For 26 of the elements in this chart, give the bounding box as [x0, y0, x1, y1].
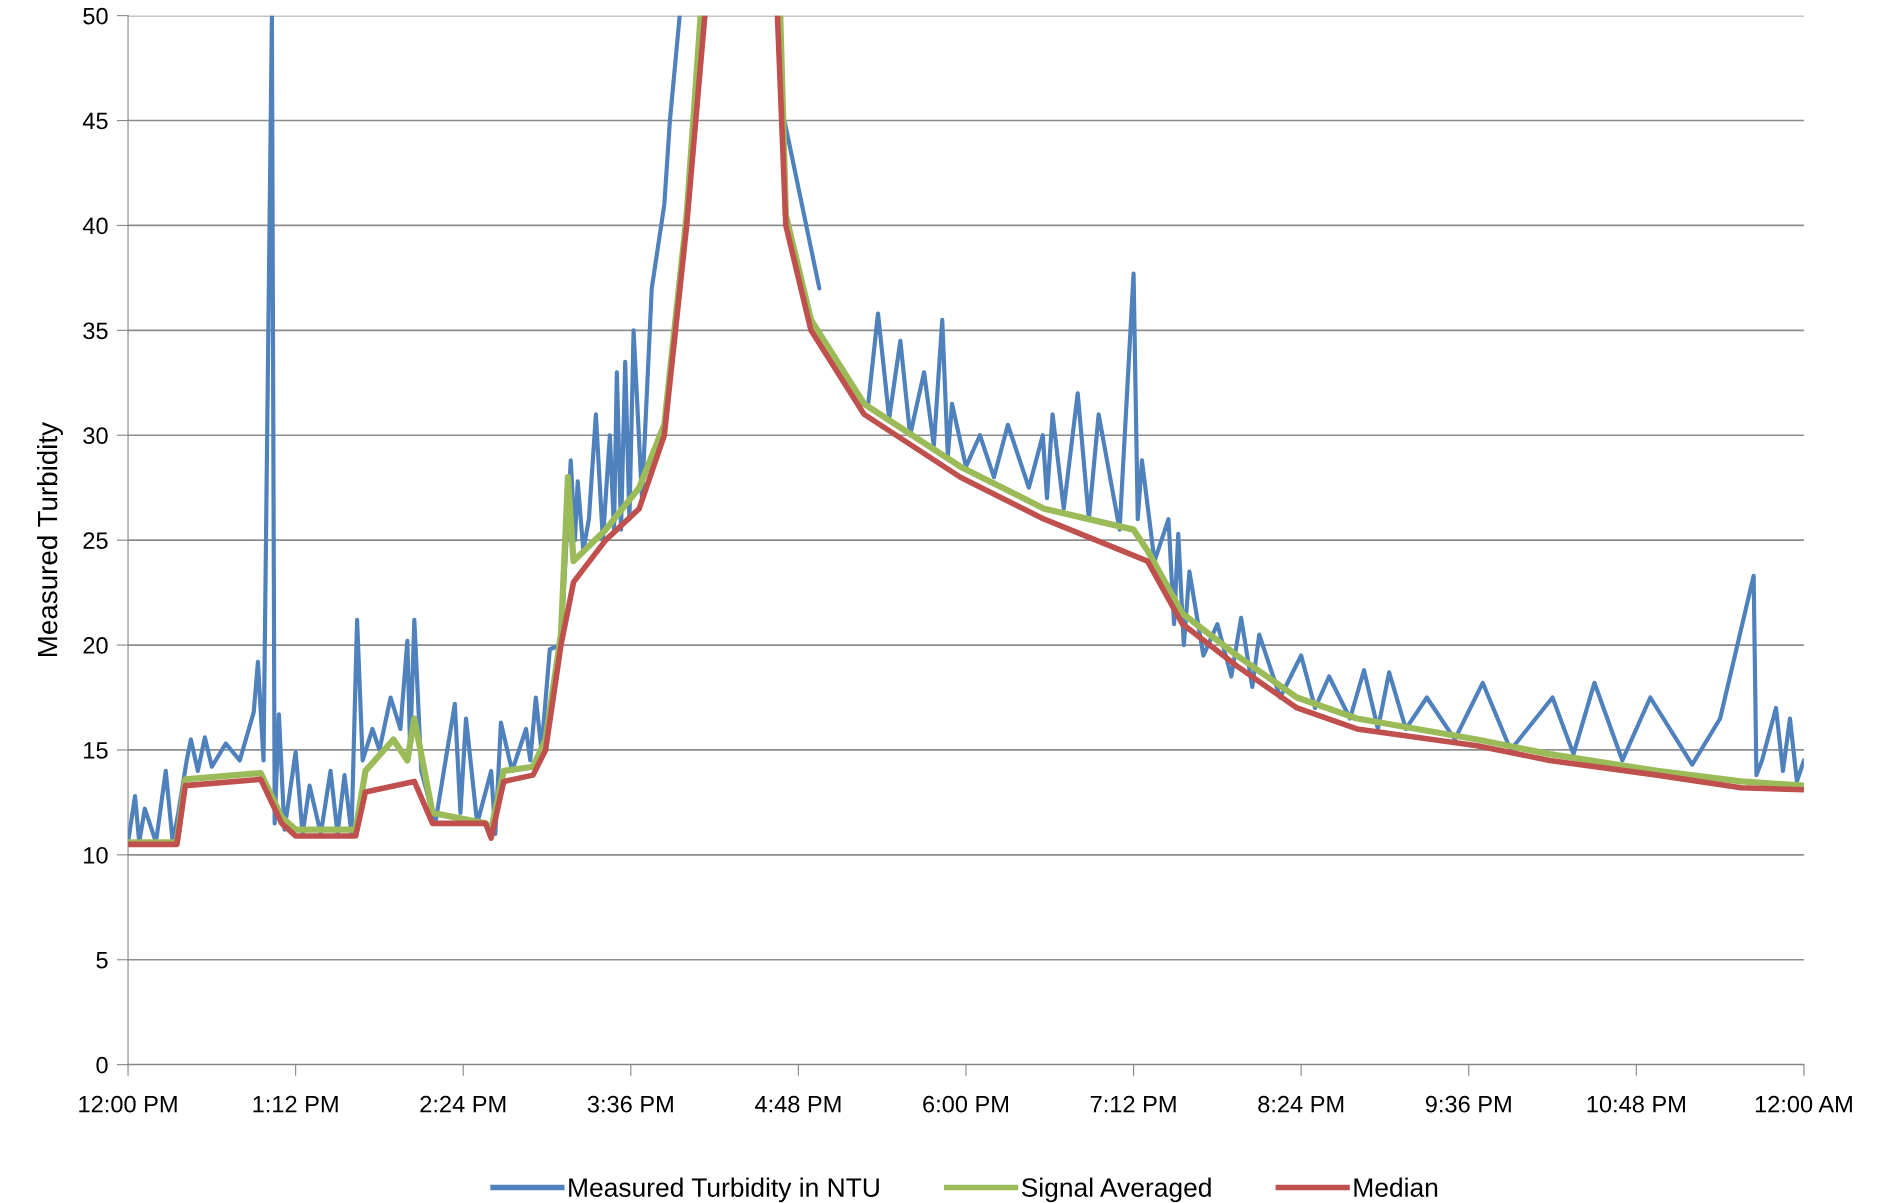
y-tick-label: 0	[96, 1056, 108, 1074]
legend-label: Median	[1354, 1177, 1438, 1197]
y-tick-label: 20	[83, 637, 108, 654]
y-tick-label: 45	[82, 112, 108, 130]
y-axis-title: Measured Turbidity	[37, 422, 63, 656]
y-tick-label: 50	[83, 7, 108, 25]
x-tick-label: 4:48 PM	[754, 1095, 841, 1113]
x-tick-label: 12:00 PM	[79, 1095, 177, 1113]
x-tick-label: 2:24 PM	[420, 1095, 506, 1113]
y-tick-label: 40	[82, 217, 108, 235]
x-tick-label: 3:36 PM	[587, 1095, 673, 1113]
x-tick-label: 1:12 PM	[253, 1095, 338, 1113]
x-tick-label: 9:36 PM	[1425, 1095, 1511, 1113]
y-tick-label: 10	[84, 846, 108, 864]
x-tick-label: 7:12 PM	[1090, 1095, 1176, 1113]
legend-label: Signal Averaged	[1021, 1177, 1211, 1203]
legend-label: Measured Turbidity in NTU	[569, 1177, 879, 1203]
y-tick-label: 15	[84, 742, 108, 759]
y-tick-label: 35	[83, 322, 108, 340]
x-tick-label: 8:24 PM	[1258, 1095, 1344, 1113]
x-tick-label: 6:00 PM	[923, 1095, 1009, 1113]
x-tick-label: 10:48 PM	[1587, 1095, 1685, 1113]
y-tick-label: 25	[83, 532, 108, 549]
x-tick-label: 12:00 AM	[1755, 1095, 1852, 1113]
y-tick-label: 30	[83, 427, 108, 445]
y-tick-label: 5	[96, 952, 108, 969]
